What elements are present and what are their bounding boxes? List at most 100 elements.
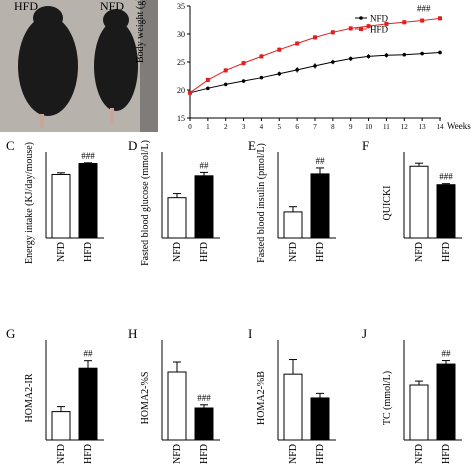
y-tick-label: 25 bbox=[177, 58, 185, 67]
x-category-label: HFD bbox=[315, 444, 326, 464]
legend-label-hfd: HFD bbox=[370, 25, 389, 35]
data-point bbox=[277, 71, 282, 76]
x-category-label: HFD bbox=[441, 444, 452, 464]
data-point bbox=[331, 60, 335, 64]
legend-marker bbox=[359, 27, 363, 31]
bar-nfd bbox=[409, 384, 429, 441]
x-category-label: HFD bbox=[83, 242, 94, 262]
x-category-label: HFD bbox=[441, 242, 452, 262]
bar-chart-ylabel: TC (mmol/L) bbox=[382, 371, 393, 425]
significance-marker: ### bbox=[197, 393, 211, 403]
bar-nfd bbox=[283, 373, 303, 441]
panel-letter: D bbox=[128, 138, 137, 153]
bar-chart-panel-h: H HOMA2-%S NFD HFD ### bbox=[128, 326, 220, 464]
bar-chart-ylabel: HOMA2-IR bbox=[24, 373, 35, 422]
data-point bbox=[223, 82, 228, 87]
data-point bbox=[188, 90, 192, 95]
bar-hfd bbox=[194, 407, 214, 441]
bar-chart-ylabel: HOMA2-%S bbox=[140, 372, 151, 425]
bar-chart-panel-g: G HOMA2-IR NFD HFD ## bbox=[6, 326, 104, 464]
data-point bbox=[205, 77, 210, 82]
bar-chart-panel-i: I HOMA2-%B NFD HFD bbox=[248, 326, 336, 464]
photo-ruler bbox=[140, 0, 158, 132]
x-category-label: HFD bbox=[199, 444, 210, 464]
x-tick-label: 6 bbox=[295, 123, 299, 131]
significance-marker: ### bbox=[439, 172, 453, 182]
data-point bbox=[241, 61, 246, 66]
data-point bbox=[313, 64, 317, 68]
x-tick-label: 12 bbox=[401, 123, 409, 131]
data-point bbox=[420, 51, 424, 56]
x-category-label: NFD bbox=[288, 242, 299, 262]
line-chart-ylabel: Body weight (g) bbox=[135, 0, 146, 63]
significance-marker: ## bbox=[442, 349, 452, 359]
panel-letter: J bbox=[362, 326, 367, 341]
photo-label-nfd: NFD bbox=[100, 0, 124, 13]
x-tick-label: 4 bbox=[260, 123, 264, 131]
data-point bbox=[402, 20, 407, 25]
bar-chart-ylabel: Fasted blood insulin (pmol/L) bbox=[256, 143, 267, 263]
x-tick-label: 10 bbox=[365, 123, 373, 131]
hfd-mouse bbox=[18, 16, 78, 116]
line-chart-significance: ### bbox=[417, 4, 431, 14]
data-point bbox=[384, 21, 389, 26]
bar-nfd bbox=[51, 411, 71, 441]
data-point bbox=[259, 54, 264, 59]
bar-chart-ylabel: HOMA2-%B bbox=[256, 371, 267, 425]
significance-marker: ## bbox=[84, 349, 94, 359]
bar-hfd bbox=[310, 397, 330, 441]
bar-chart-panel-d: D Fasted blood glucose (mmol/L) NFD HFD ## bbox=[128, 138, 220, 266]
nfd-mouse-foot bbox=[110, 108, 114, 124]
x-category-label: NFD bbox=[288, 444, 299, 464]
y-tick-label: 15 bbox=[177, 114, 185, 123]
bar-chart-panel-j: J TC (mmol/L) NFD HFD ## bbox=[362, 326, 462, 464]
panel-letter: F bbox=[362, 138, 369, 153]
panel-letter: G bbox=[6, 326, 15, 341]
x-category-label: HFD bbox=[315, 242, 326, 262]
data-point bbox=[366, 24, 371, 29]
x-tick-label: 11 bbox=[383, 123, 390, 131]
bar-hfd bbox=[436, 363, 456, 441]
panel-a-photo: HFD NFD bbox=[0, 0, 158, 132]
bar-chart-panel-f: F QUICKI NFD HFD ### bbox=[362, 138, 462, 262]
panel-letter: H bbox=[128, 326, 137, 341]
x-axis-label: Weeks bbox=[447, 121, 471, 131]
data-point bbox=[259, 75, 264, 80]
bar-chart-ylabel: Energy intake (KJ/day/mouse) bbox=[24, 142, 35, 264]
x-category-label: NFD bbox=[172, 444, 183, 464]
photo-label-hfd: HFD bbox=[14, 0, 38, 13]
x-tick-label: 13 bbox=[419, 123, 427, 131]
y-tick-label: 30 bbox=[177, 30, 185, 39]
x-category-label: NFD bbox=[56, 444, 67, 464]
x-category-label: NFD bbox=[414, 242, 425, 262]
bar-hfd bbox=[310, 173, 330, 239]
nfd-mouse-head bbox=[103, 9, 129, 31]
bar-nfd bbox=[167, 371, 187, 441]
data-point bbox=[366, 54, 371, 59]
data-point bbox=[438, 50, 442, 55]
bar-nfd bbox=[167, 197, 187, 239]
x-category-label: NFD bbox=[414, 444, 425, 464]
bar-chart-panel-c: C Energy intake (KJ/day/mouse) NFD HFD ### bbox=[6, 138, 104, 264]
x-tick-label: 14 bbox=[437, 123, 445, 131]
hfd-mouse-foot bbox=[40, 114, 44, 128]
data-point bbox=[277, 47, 282, 52]
series-line-nfd bbox=[189, 51, 441, 94]
x-tick-label: 2 bbox=[224, 123, 228, 131]
x-tick-label: 5 bbox=[278, 123, 282, 131]
bar-hfd bbox=[436, 184, 456, 239]
data-point bbox=[223, 68, 228, 73]
y-tick-label: 20 bbox=[177, 86, 185, 95]
significance-marker: ### bbox=[81, 151, 95, 161]
x-category-label: HFD bbox=[199, 242, 210, 262]
panel-letter: C bbox=[6, 138, 15, 153]
bar-chart-panel-e: E Fasted blood insulin (pmol/L) NFD HFD ## bbox=[248, 138, 336, 263]
bar-hfd bbox=[194, 175, 214, 239]
bar-nfd bbox=[283, 211, 303, 239]
x-tick-label: 0 bbox=[188, 123, 192, 131]
x-tick-label: 3 bbox=[242, 123, 246, 131]
panel-letter: I bbox=[248, 326, 252, 341]
x-tick-label: 7 bbox=[313, 123, 317, 131]
data-point bbox=[241, 79, 246, 83]
